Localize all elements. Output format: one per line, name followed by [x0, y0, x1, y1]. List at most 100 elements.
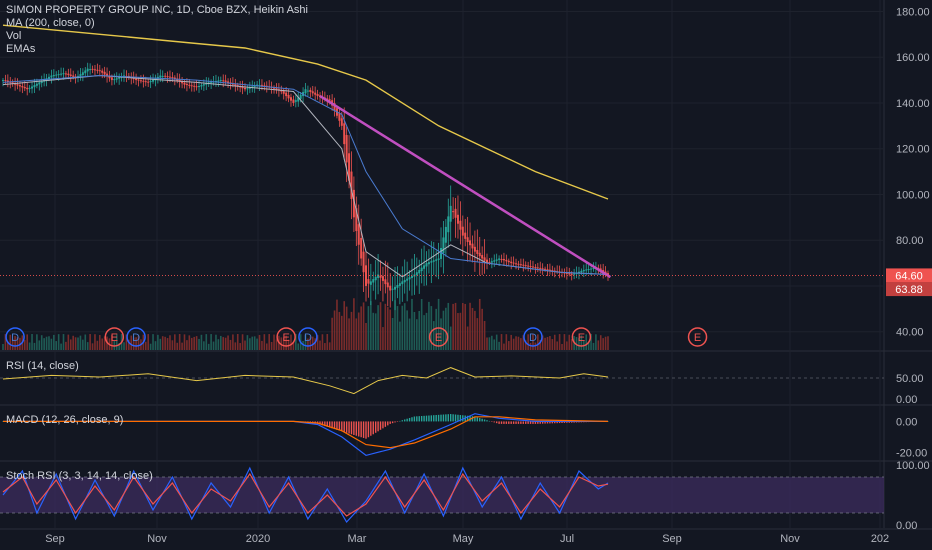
volume-bar [297, 343, 300, 350]
candle-body [60, 73, 63, 75]
macd-histogram-bar [423, 415, 425, 422]
candle-body [524, 265, 527, 267]
candle-body [410, 275, 413, 278]
volume-bar [389, 309, 391, 350]
rsi-label[interactable]: RSI (14, close) [6, 360, 79, 372]
volume-bar [324, 343, 326, 350]
volume-bar [123, 342, 125, 350]
volume-bar [408, 318, 411, 350]
macd-histogram-bar [558, 421, 561, 424]
volume-bar [319, 340, 321, 350]
volume-bar [558, 334, 561, 350]
macd-label[interactable]: MACD (12, 26, close, 9) [6, 414, 124, 426]
volume-bar [362, 302, 365, 350]
rsi-tick-label: 0.00 [896, 394, 917, 406]
macd-histogram-bar [454, 414, 457, 422]
macd-histogram-bar [481, 418, 483, 422]
candle-body [132, 77, 135, 80]
volume-bar [62, 334, 65, 350]
volume-bar [94, 334, 96, 350]
volume-bar [585, 334, 588, 350]
candle-body [195, 86, 198, 88]
candle-body [142, 80, 145, 82]
candle-body [459, 220, 462, 230]
volume-bar [130, 335, 133, 350]
candle-body [47, 76, 50, 79]
chart-title[interactable]: SIMON PROPERTY GROUP INC, 1D, Cboe BZX, … [6, 4, 308, 16]
macd-histogram-bar [319, 421, 321, 425]
volume-bar [125, 334, 128, 350]
earnings-marker [276, 327, 296, 347]
volume-bar [428, 301, 430, 350]
legend-emas[interactable]: EMAs [6, 43, 36, 55]
macd-histogram-bar [486, 420, 488, 422]
candle-body [69, 74, 72, 76]
volume-bar [246, 335, 249, 350]
volume-bar [549, 336, 551, 350]
volume-bar [43, 338, 45, 350]
volume-bar [161, 336, 164, 350]
volume-bar [326, 334, 329, 350]
candle-body [38, 82, 41, 85]
volume-bar [537, 334, 539, 350]
macd-histogram-bar [457, 414, 459, 422]
price-tick-label: 80.00 [896, 235, 924, 247]
candle-body [599, 268, 602, 271]
volume-bar [416, 319, 418, 350]
candle-body [565, 272, 568, 274]
legend-ma200[interactable]: MA (200, close, 0) [6, 17, 95, 29]
candle-body [292, 99, 295, 103]
volume-bar [520, 338, 522, 350]
candle-body [396, 285, 399, 288]
volume-bar [517, 336, 520, 350]
stoch-rsi-label[interactable]: Stoch RSI (3, 3, 14, 14, close) [6, 470, 153, 482]
volume-bar [128, 339, 130, 350]
macd-histogram-bar [440, 414, 442, 422]
time-tick-label: 2020 [246, 533, 270, 545]
candle-body [430, 261, 433, 263]
volume-bar [198, 338, 200, 350]
macd-histogram-bar [379, 421, 382, 430]
time-tick-label: Jul [560, 533, 574, 545]
volume-bar [377, 305, 379, 350]
candle-body [539, 267, 542, 269]
volume-bar [338, 311, 341, 350]
macd-histogram-bar [370, 421, 372, 436]
volume-bar [357, 312, 360, 350]
volume-bar [193, 336, 195, 350]
ema-slow-line [2, 74, 609, 275]
volume-bar [186, 340, 188, 350]
candle-body [519, 264, 522, 266]
volume-bar [384, 303, 387, 350]
legend-volume[interactable]: Vol [6, 30, 22, 42]
volume-bar [529, 342, 532, 350]
candle-body [147, 81, 150, 83]
macd-histogram-bar [546, 421, 549, 424]
volume-bar [394, 300, 396, 350]
candle-body [62, 73, 65, 75]
event-marker-label: E [694, 332, 701, 344]
macd-histogram-bar [512, 421, 515, 424]
candle-body [52, 75, 55, 77]
volume-bar [570, 339, 573, 350]
volume-bar [14, 336, 16, 350]
candle-body [135, 78, 138, 81]
candle-body [379, 275, 382, 278]
macd-histogram-bar [418, 416, 420, 422]
volume-bar [524, 340, 527, 350]
candle-body [466, 237, 469, 243]
volume-bar [481, 308, 483, 350]
macd-histogram-bar [433, 415, 435, 422]
candle-body [507, 260, 510, 263]
volume-bar [493, 339, 496, 350]
candle-body [338, 113, 341, 121]
macd-histogram-bar [329, 421, 331, 428]
volume-bar [488, 337, 491, 350]
candle-body [227, 81, 230, 83]
price-tick-label: 140.00 [896, 98, 930, 110]
candle-body [159, 75, 162, 78]
candle-body [590, 268, 593, 270]
volume-bar [483, 320, 486, 350]
volume-bar [253, 336, 256, 350]
